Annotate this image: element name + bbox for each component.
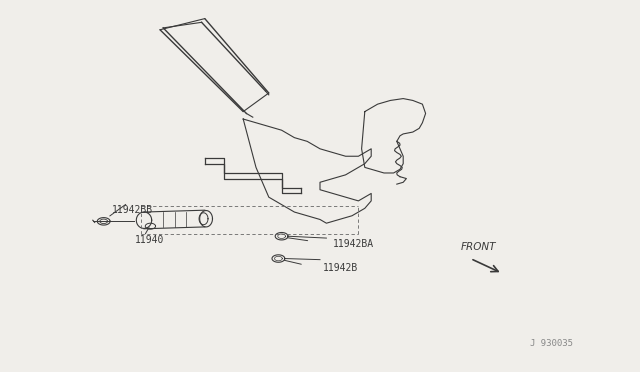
Text: 11942B: 11942B	[323, 263, 358, 273]
Text: 11940: 11940	[134, 235, 164, 245]
Text: FRONT: FRONT	[461, 243, 496, 252]
Text: J 930035: J 930035	[530, 339, 573, 348]
Text: 11942BB: 11942BB	[112, 205, 153, 215]
Text: 11942BA: 11942BA	[333, 239, 374, 248]
